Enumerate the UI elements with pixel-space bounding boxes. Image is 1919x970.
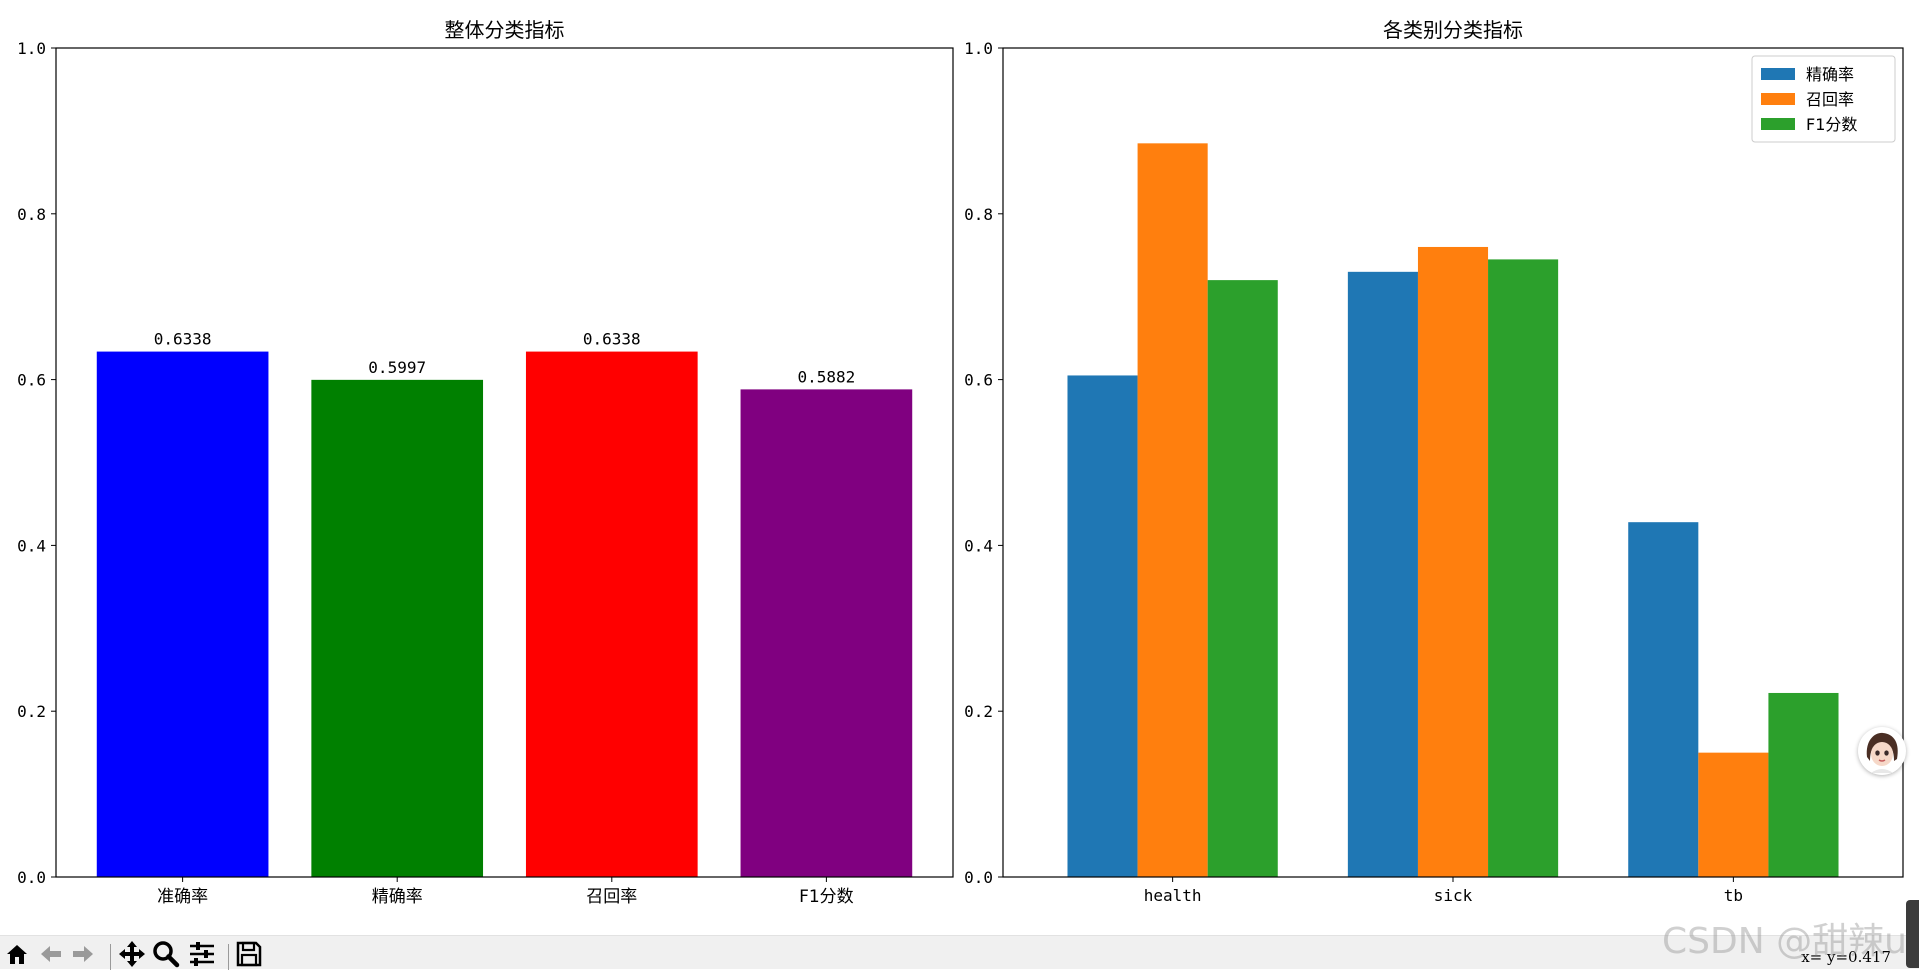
y-tick-label: 0.8 xyxy=(17,205,46,224)
coordinate-readout: x= y=0.417 xyxy=(1801,948,1891,966)
bar-health-精确率 xyxy=(1067,375,1138,877)
figure-canvas[interactable]: 整体分类指标 0.6338 准确率 0.5997 精确率 0.6338 召回率 0.5882 F… xyxy=(0,0,1919,935)
save-icon[interactable] xyxy=(234,939,264,969)
legend-label: 召回率 xyxy=(1806,90,1854,109)
x-tick-label: 精确率 xyxy=(372,887,423,907)
configure-subplots-icon[interactable] xyxy=(187,939,217,969)
bar-value-label: 0.6338 xyxy=(583,330,641,349)
bar-sick-精确率 xyxy=(1347,271,1418,878)
bar-value-label: 0.6338 xyxy=(154,330,212,349)
bar-sick-召回率 xyxy=(1417,246,1489,877)
bar-tb-精确率 xyxy=(1628,522,1699,877)
y-tick-label: 0.4 xyxy=(17,536,46,555)
x-tick-label: health xyxy=(1144,886,1202,905)
bar-value-label: 0.5997 xyxy=(368,358,426,377)
x-tick-label: tb xyxy=(1724,886,1743,905)
y-tick-label: 0.8 xyxy=(964,205,993,224)
navigation-toolbar: x= y=0.417 xyxy=(0,935,1919,970)
bar-sick-F1分数 xyxy=(1488,259,1559,877)
x-tick-label: 召回率 xyxy=(586,887,637,907)
legend-label: F1分数 xyxy=(1806,115,1857,134)
pan-icon[interactable] xyxy=(117,939,147,969)
y-tick-label: 0.4 xyxy=(964,536,993,555)
axes-frame xyxy=(55,47,954,878)
chart-title: 整体分类指标 xyxy=(445,18,565,42)
legend-label: 精确率 xyxy=(1806,65,1854,84)
toolbar-separator xyxy=(110,944,111,970)
x-tick-label: F1分数 xyxy=(799,887,854,907)
axes-frame xyxy=(1002,47,1904,878)
bar-value-label: 0.5882 xyxy=(797,367,855,386)
zoom-icon[interactable] xyxy=(151,939,181,969)
x-tick-label: 准确率 xyxy=(157,887,208,907)
toolbar-separator xyxy=(228,944,229,970)
forward-icon[interactable] xyxy=(68,939,98,969)
legend-swatch xyxy=(1761,93,1795,105)
legend-swatch xyxy=(1761,118,1795,130)
chart-title: 各类别分类指标 xyxy=(1383,18,1523,42)
home-icon[interactable] xyxy=(2,939,32,969)
y-tick-label: 1.0 xyxy=(964,39,993,58)
bar-tb-召回率 xyxy=(1698,752,1769,877)
legend-swatch xyxy=(1761,68,1795,80)
back-icon[interactable] xyxy=(36,939,66,969)
x-tick-label: sick xyxy=(1434,886,1473,905)
side-panel-handle[interactable] xyxy=(1906,900,1919,968)
bar-准确率 xyxy=(96,351,269,877)
y-tick-label: 0.0 xyxy=(964,868,993,887)
bar-tb-F1分数 xyxy=(1768,692,1839,877)
bar-health-F1分数 xyxy=(1207,280,1278,877)
bar-精确率 xyxy=(311,379,484,877)
bar-召回率 xyxy=(525,351,698,877)
y-tick-label: 1.0 xyxy=(17,39,46,58)
bar-F1分数 xyxy=(740,389,913,877)
y-tick-label: 0.0 xyxy=(17,868,46,887)
y-tick-label: 0.2 xyxy=(17,702,46,721)
bar-health-召回率 xyxy=(1137,143,1208,877)
y-tick-label: 0.6 xyxy=(17,371,46,390)
y-tick-label: 0.6 xyxy=(964,371,993,390)
y-tick-label: 0.2 xyxy=(964,702,993,721)
chart-svg: 整体分类指标 0.6338 准确率 0.5997 精确率 0.6338 召回率 0.5882 F… xyxy=(17,18,1904,907)
assistant-avatar-icon[interactable] xyxy=(1858,727,1906,775)
